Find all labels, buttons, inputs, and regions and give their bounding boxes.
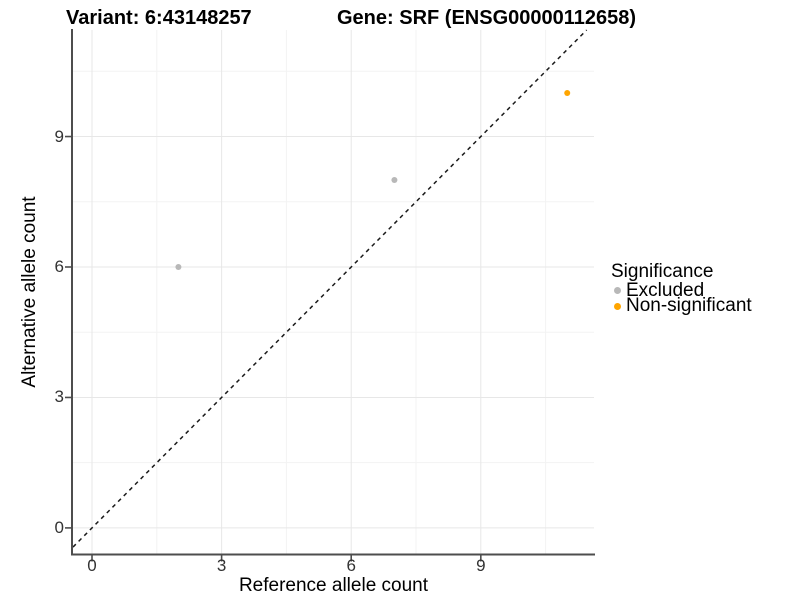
legend-title: Significance xyxy=(611,261,714,282)
identity-line xyxy=(72,29,588,548)
y-axis-title: Alternative allele count xyxy=(19,196,40,388)
data-point-excluded xyxy=(391,177,398,184)
legend-item-label: Non-significant xyxy=(626,295,752,317)
data-point-non-significant xyxy=(564,90,571,97)
data-point-excluded xyxy=(175,263,182,270)
y-tick-label: 0 xyxy=(54,517,64,537)
x-tick-label: 9 xyxy=(476,556,486,575)
non-significant-point-swatch-icon xyxy=(614,302,621,310)
y-tick-label: 3 xyxy=(54,387,64,407)
y-tick-label: 6 xyxy=(54,256,64,276)
plot-title-variant: Variant: 6:43148257 xyxy=(66,7,252,29)
legend-item-non-significant: Non-significant xyxy=(611,295,752,316)
y-tick-label: 9 xyxy=(54,126,64,146)
x-tick-label: 6 xyxy=(346,556,356,575)
legend-item-excluded: Excluded xyxy=(611,279,752,301)
plot-title-gene: Gene: SRF (ENSG00000112658) xyxy=(337,7,637,29)
legend: Significance Excluded Non-significant xyxy=(611,261,752,316)
excluded-point-swatch-icon xyxy=(614,287,621,295)
legend-item-label: Excluded xyxy=(626,279,705,301)
x-tick-label: 3 xyxy=(216,556,227,575)
x-axis-title: Reference allele count xyxy=(238,575,429,596)
x-tick-label: 0 xyxy=(87,556,97,575)
